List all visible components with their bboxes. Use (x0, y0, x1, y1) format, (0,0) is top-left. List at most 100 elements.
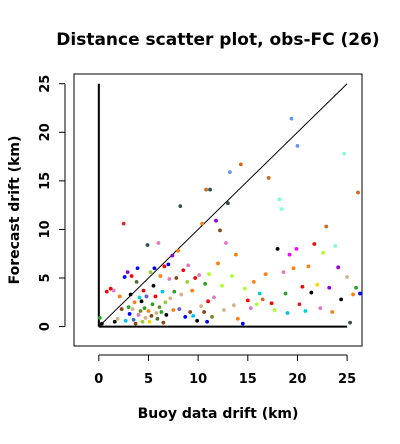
data-point (164, 313, 169, 317)
data-point (138, 309, 143, 313)
data-point (230, 274, 234, 278)
data-point (257, 291, 262, 296)
data-point (121, 221, 126, 226)
y-tick-label: 5 (38, 273, 53, 282)
data-point (279, 207, 284, 211)
data-point (153, 294, 158, 299)
data-point (339, 297, 344, 302)
data-point (309, 290, 314, 295)
x-tick-label: 25 (338, 372, 356, 387)
data-point (358, 291, 362, 296)
data-point (147, 319, 152, 324)
data-point (159, 310, 164, 314)
data-point (260, 297, 265, 302)
data-point (330, 310, 335, 314)
reference-lines (97, 83, 348, 328)
data-point (202, 310, 206, 314)
data-point (137, 295, 142, 300)
data-point (345, 275, 350, 279)
data-point (158, 274, 163, 278)
data-point (216, 261, 220, 266)
data-point (112, 319, 117, 324)
data-point (295, 143, 300, 148)
y-tick-label: 25 (38, 75, 53, 93)
data-point (300, 284, 305, 289)
data-point (166, 262, 171, 267)
y-axis-label: Forecast drift (km) (7, 136, 23, 285)
data-point (177, 307, 182, 311)
data-point (123, 318, 128, 323)
data-point (212, 295, 216, 300)
data-point (242, 286, 247, 291)
data-point (168, 296, 173, 301)
data-point (142, 306, 147, 311)
data-point (303, 309, 308, 313)
data-point (130, 307, 135, 311)
data-point (156, 241, 161, 245)
data-point (238, 162, 243, 167)
x-tick-label: 20 (288, 372, 306, 387)
data-point (197, 273, 202, 277)
data-point (111, 288, 116, 293)
data-point (115, 316, 120, 321)
points-layer (97, 116, 362, 326)
data-point (160, 289, 165, 294)
data-point (324, 224, 329, 229)
data-point (176, 248, 181, 253)
data-point (125, 270, 130, 275)
data-point (154, 311, 159, 315)
data-point (277, 197, 282, 202)
data-point (263, 272, 268, 277)
x-tick-label: 5 (144, 372, 153, 387)
data-point (143, 315, 148, 320)
data-point (205, 319, 209, 324)
data-point (245, 298, 250, 303)
data-point (287, 252, 292, 257)
data-point (190, 288, 195, 293)
data-point (269, 301, 274, 306)
data-point (167, 277, 172, 281)
data-point (254, 302, 259, 307)
data-point (178, 204, 183, 209)
data-point (145, 243, 150, 247)
data-point (183, 314, 188, 319)
y-tick-label: 15 (38, 172, 53, 190)
y-tick-label: 20 (38, 123, 53, 141)
data-point (186, 263, 191, 268)
data-point (161, 320, 166, 325)
data-point (207, 272, 211, 277)
data-point (272, 308, 277, 312)
data-point (185, 279, 190, 284)
data-point (348, 320, 352, 325)
data-point (342, 151, 347, 156)
x-tick-label: 0 (94, 372, 103, 387)
data-point (204, 187, 208, 192)
data-point (150, 302, 155, 307)
data-point (354, 285, 358, 290)
data-point (200, 221, 205, 226)
plot-frame (73, 73, 363, 347)
data-point (135, 266, 140, 271)
data-point (214, 218, 218, 223)
data-point (99, 321, 104, 326)
data-point (171, 308, 176, 312)
data-point (224, 241, 228, 245)
data-point (289, 116, 294, 121)
data-point (151, 283, 156, 288)
data-point (248, 306, 253, 311)
data-point (129, 274, 134, 278)
data-point (119, 307, 124, 311)
data-point (220, 283, 224, 288)
data-point (291, 266, 296, 271)
data-point (351, 292, 355, 297)
data-point (210, 314, 214, 319)
y-tick-label: 10 (38, 220, 53, 238)
data-point (131, 317, 136, 322)
data-point (266, 176, 271, 180)
data-point (318, 306, 323, 311)
data-point (327, 285, 332, 290)
data-point (218, 228, 222, 233)
data-point (134, 279, 139, 284)
